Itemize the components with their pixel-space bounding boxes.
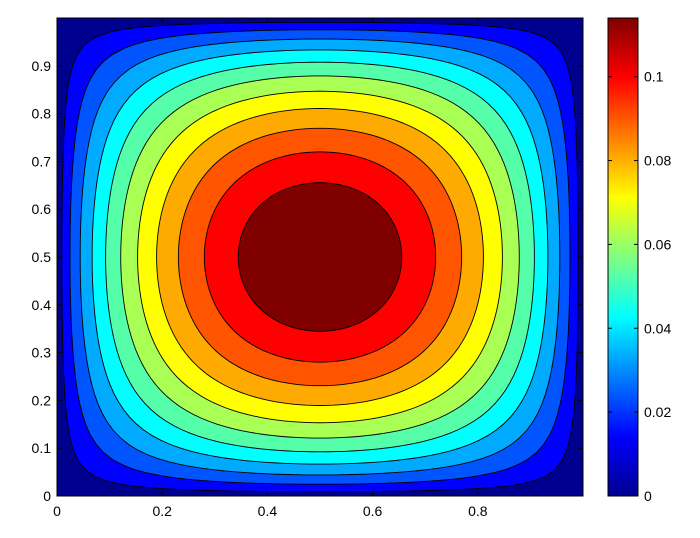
y-tick-label: 0.1 <box>32 440 52 456</box>
contour-band-11 <box>237 182 403 332</box>
y-tick-label: 0 <box>43 488 51 504</box>
plot-area <box>56 17 584 497</box>
colorbar-gradient <box>607 17 639 497</box>
x-axis: 0 0.2 0.4 0.6 0.8 <box>53 18 488 519</box>
colorbar-tick-label: 0.1 <box>644 69 664 85</box>
y-tick-label: 0.3 <box>32 345 52 361</box>
y-tick-label: 0.6 <box>32 201 52 217</box>
x-tick-label: 0.2 <box>152 503 172 519</box>
y-tick-label: 0.4 <box>32 297 52 313</box>
x-tick-label: 0.6 <box>363 503 383 519</box>
y-tick-label: 0.8 <box>32 106 52 122</box>
contour-layer <box>61 21 579 493</box>
x-tick-label: 0.4 <box>258 503 278 519</box>
colorbar-tick-label: 0.04 <box>644 320 671 336</box>
y-tick-label: 0.9 <box>32 58 52 74</box>
y-axis: 0 0.1 0.2 0.3 0.4 0.5 0.6 0.7 0.8 0.9 <box>32 58 583 504</box>
y-tick-label: 0.7 <box>32 153 52 169</box>
y-tick-label: 0.5 <box>32 249 52 265</box>
colorbar-tick-label: 0.02 <box>644 404 671 420</box>
colorbar-tick-label: 0.08 <box>644 153 671 169</box>
colorbar-tick-label: 0 <box>644 488 652 504</box>
colorbar: 0 0.02 0.04 0.06 0.08 0.1 <box>607 17 671 504</box>
x-tick-label: 0.8 <box>468 503 488 519</box>
x-tick-label: 0 <box>53 503 61 519</box>
y-tick-label: 0.2 <box>32 392 52 408</box>
colorbar-tick-label: 0.06 <box>644 236 671 252</box>
colorbar-ticks: 0 0.02 0.04 0.06 0.08 0.1 <box>608 69 671 504</box>
